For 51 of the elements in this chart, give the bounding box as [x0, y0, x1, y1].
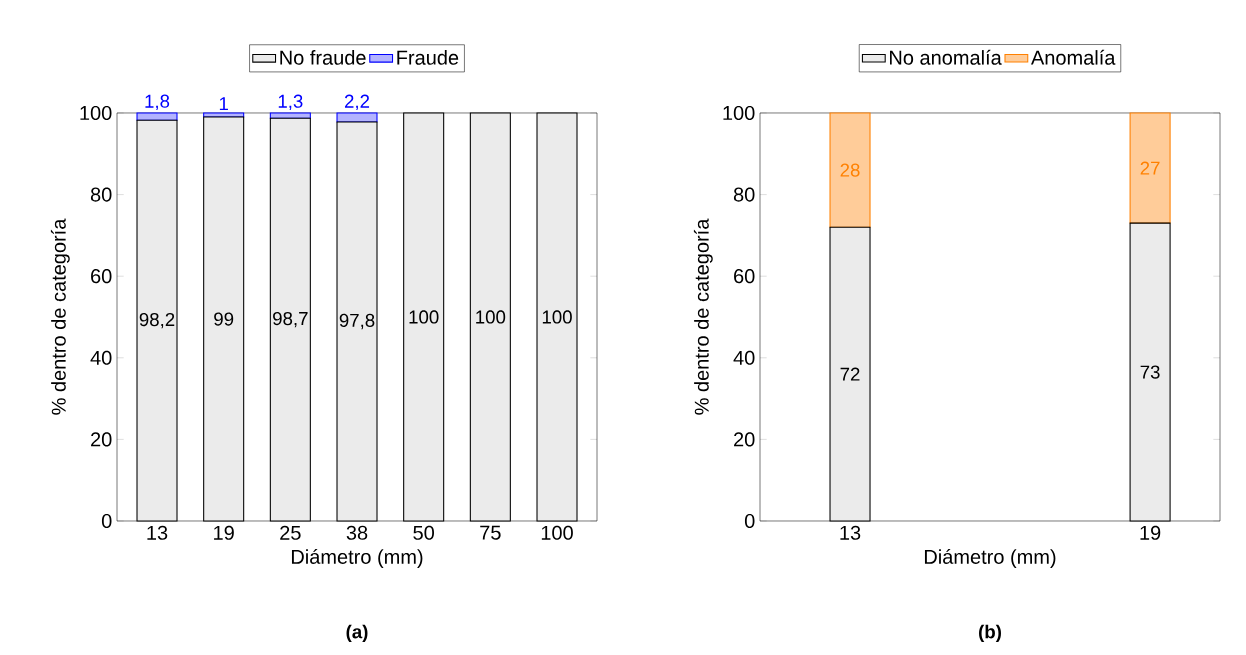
legend-label: No fraude: [280, 50, 366, 65]
bar: [336, 112, 378, 123]
text: (b): [979, 624, 1001, 643]
y-tick-label: 20: [734, 432, 755, 447]
y-tick-label: 100: [723, 105, 755, 121]
x-tick-label: 75: [480, 525, 501, 540]
x-tick-label: 13: [147, 525, 168, 540]
x-tick-label: 25: [280, 525, 301, 540]
data-label: 98,7: [273, 311, 308, 328]
y-tick-label: 60: [734, 269, 755, 284]
bar: [1129, 112, 1171, 224]
text: (a): [346, 624, 368, 643]
x-tick-label: 19: [214, 525, 234, 540]
data-label: 1,3: [278, 94, 303, 111]
y-tick-label: 40: [733, 350, 755, 365]
data-label: 28: [840, 163, 860, 177]
data-label: 98,2: [139, 312, 175, 329]
y-axis-title: % dentro de categoría: [50, 218, 70, 415]
bar: [269, 112, 311, 119]
data-label: 100: [542, 310, 572, 324]
x-tick-label: 19: [1140, 525, 1161, 540]
y-axis-title: % dentro de categoría: [693, 218, 713, 415]
data-label: 73: [1140, 365, 1160, 379]
x-tick-label: 13: [840, 525, 861, 540]
y-tick-label: 0: [101, 513, 112, 529]
data-label: 1: [219, 97, 228, 111]
data-label: 72: [840, 367, 860, 381]
data-label: 97,8: [339, 313, 375, 330]
x-tick-label: 38: [346, 525, 368, 540]
data-label: 1,8: [145, 94, 170, 111]
y-tick-label: 0: [744, 513, 755, 529]
legend-label: No anomalía: [890, 49, 1002, 65]
y-tick-label: 80: [733, 187, 755, 202]
x-axis-title: Diámetro (mm): [291, 549, 423, 568]
y-tick-label: 100: [80, 105, 112, 121]
data-label: 99: [214, 312, 234, 326]
y-tick-label: 60: [91, 269, 112, 284]
x-tick-label: 50: [413, 525, 434, 540]
data-label: 100: [476, 310, 506, 324]
data-label: 2,2: [344, 94, 370, 111]
data-label: 100: [409, 310, 439, 324]
x-tick-label: 100: [541, 525, 573, 540]
data-label: 27: [1140, 161, 1160, 175]
y-tick-label: 20: [91, 432, 112, 447]
x-axis-title: Diámetro (mm): [924, 549, 1056, 568]
bar: [829, 112, 871, 228]
y-tick-label: 80: [90, 187, 112, 202]
bar: [136, 112, 178, 121]
y-tick-label: 40: [90, 350, 112, 365]
legend-label: Anomalía: [1030, 49, 1116, 65]
legend-label: Fraude: [397, 50, 459, 65]
